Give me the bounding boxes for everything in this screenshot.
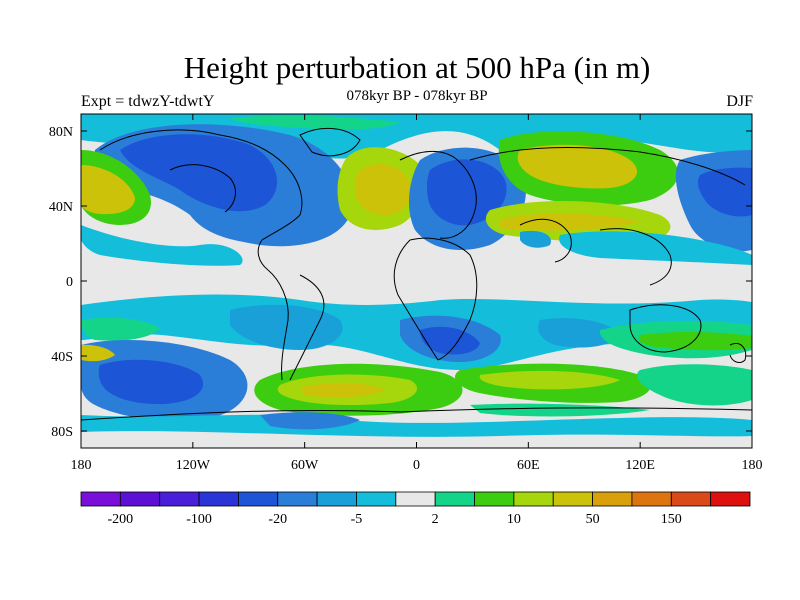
colorbar-label: -200 — [108, 512, 134, 527]
x-tick-label: 120W — [176, 458, 211, 473]
coast-europe — [399, 151, 477, 239]
contour-green-arctic — [230, 115, 400, 130]
contour-yellow-south-high — [300, 382, 385, 398]
x-tick-label: 60W — [291, 458, 319, 473]
colorbar-swatch — [198, 491, 239, 507]
colorbar-swatch — [277, 491, 318, 507]
x-tick-label: 180 — [71, 458, 92, 473]
y-tick-label: 80N — [49, 125, 73, 140]
colorbar-swatch — [119, 491, 161, 507]
contour-yellow-siberia — [517, 144, 638, 189]
coastlines — [81, 127, 752, 421]
colorbar-label: -20 — [268, 512, 287, 527]
coast-africa-east — [409, 237, 478, 361]
y-tick-label: 40S — [51, 350, 73, 365]
contour-deepblue-eurasia — [426, 159, 507, 226]
contour-yellowgreen-sio-high — [479, 370, 620, 390]
y-axis: 80N 40N 0 40S 80S — [49, 125, 752, 440]
contour-field — [81, 114, 752, 448]
x-tick-label: 120E — [625, 458, 655, 473]
colorbar-swatch — [238, 491, 279, 507]
coast-south-america-east — [289, 274, 325, 381]
colorbar-swatch — [434, 491, 475, 507]
colorbar-swatch — [631, 491, 672, 507]
colorbar: -200 -100 -20 -5 2 10 50 150 — [80, 491, 751, 527]
contour-cyan-subtrop-e — [559, 231, 752, 265]
contour-blue-sepac — [230, 304, 343, 350]
coast-se-asia — [599, 228, 672, 286]
colorbar-label: -5 — [351, 512, 363, 527]
colorbar-swatch — [395, 491, 436, 507]
coast-siberia — [469, 146, 746, 186]
contour-grey-antarctic — [81, 431, 752, 448]
contour-blue-sio — [538, 318, 620, 348]
contour-deepblue-namerica — [120, 134, 277, 212]
chart-subtitle: 078kyr BP - 078kyr BP — [346, 88, 488, 104]
colorbar-swatch — [670, 491, 712, 507]
coast-greenland — [299, 127, 361, 157]
coast-north-america — [99, 129, 303, 271]
contour-blue-arabia — [520, 230, 551, 248]
contour-yellow-atl — [355, 163, 412, 216]
contour-deepblue-satl — [420, 326, 480, 355]
x-tick-label: 180 — [742, 458, 763, 473]
contour-yellow-npac — [81, 165, 135, 215]
contour-cyan-subtrop-w — [81, 225, 243, 266]
contour-yellow-sw-edge — [81, 344, 115, 362]
colorbar-swatch — [159, 491, 200, 507]
contour-blue-antarctic — [260, 412, 360, 430]
contour-green-sw — [81, 317, 160, 341]
chart-title: Height perturbation at 500 hPa (in m) — [183, 50, 651, 85]
colorbar-swatch — [552, 491, 593, 507]
coast-antarctica — [81, 407, 752, 421]
colorbar-swatch — [513, 491, 554, 507]
contour-deepblue-npac-east — [697, 167, 752, 217]
contour-deepblue-spac — [98, 359, 204, 405]
y-tick-label: 40N — [49, 200, 73, 215]
colorbar-label: 10 — [507, 512, 521, 527]
coast-south-america-west — [267, 269, 289, 381]
x-tick-label: 0 — [413, 458, 420, 473]
contour-cyan-north — [81, 114, 752, 159]
colorbar-label: 2 — [432, 512, 439, 527]
colorbar-label: 150 — [661, 512, 682, 527]
colorbar-label: 50 — [586, 512, 600, 527]
contour-darkgreen-se — [638, 332, 752, 351]
coast-hudson-bay — [169, 164, 236, 213]
x-axis: 180 120W 60W 0 60E 120E 180 — [71, 114, 763, 473]
colorbar-swatch — [356, 491, 397, 507]
colorbar-swatch — [474, 491, 515, 507]
season-label: DJF — [726, 93, 753, 110]
colorbar-swatch — [592, 491, 633, 507]
colorbar-label: -100 — [186, 512, 212, 527]
y-tick-label: 80S — [51, 425, 73, 440]
coast-africa-west — [393, 239, 439, 361]
contour-green-antarctic — [470, 403, 650, 417]
colorbar-swatch — [316, 491, 357, 507]
coast-new-zealand — [729, 343, 747, 363]
y-tick-label: 0 — [66, 275, 73, 290]
experiment-label: Expt = tdwzY-tdwtY — [81, 93, 215, 110]
contour-yellow-asia — [500, 213, 640, 231]
coast-arabia-india — [519, 218, 572, 263]
x-tick-label: 60E — [517, 458, 540, 473]
colorbar-swatch — [80, 491, 121, 507]
colorbar-swatch — [710, 491, 751, 507]
contour-green-spac-east — [636, 364, 752, 406]
coast-australia — [629, 304, 702, 353]
